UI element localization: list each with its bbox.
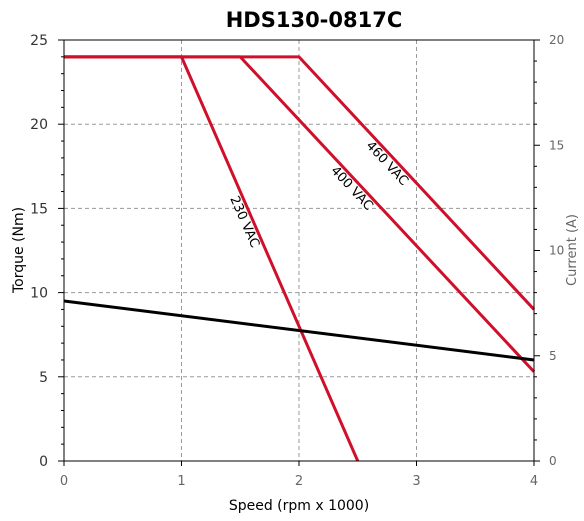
y-tick-label: 20 <box>30 117 48 133</box>
x-tick-label: 2 <box>295 474 303 489</box>
y-tick-label: 5 <box>39 370 48 386</box>
x-tick-label: 4 <box>530 474 538 489</box>
y-tick-label: 0 <box>39 454 48 470</box>
series-460-vac <box>64 55 536 311</box>
y2-tick-label: 20 <box>549 33 564 47</box>
y-tick-label: 15 <box>30 201 48 217</box>
x-axis-label: Speed (rpm x 1000) <box>229 498 369 514</box>
plot-area <box>63 55 536 462</box>
y2-tick-label: 10 <box>549 244 564 258</box>
series-230-vac <box>64 55 360 462</box>
chart-title: HDS130-0817C <box>226 8 403 32</box>
curve-label: 460 VAC <box>363 139 411 189</box>
grid <box>64 40 534 461</box>
curve-label: 400 VAC <box>327 163 375 213</box>
x-tick-label: 0 <box>60 474 68 489</box>
y2-tick-label: 5 <box>549 349 557 363</box>
y-axis-label: Torque (Nm) <box>11 207 27 294</box>
series-current <box>63 299 535 362</box>
y-tick-label: 10 <box>30 286 48 302</box>
y2-tick-label: 15 <box>549 138 564 152</box>
curve-label: 230 VAC <box>226 194 262 250</box>
x-tick-label: 1 <box>177 474 185 489</box>
y-tick-label: 25 <box>30 33 48 49</box>
y2-axis-label: Current (A) <box>565 214 580 286</box>
y2-tick-label: 0 <box>549 454 557 468</box>
x-tick-label: 3 <box>412 474 420 489</box>
